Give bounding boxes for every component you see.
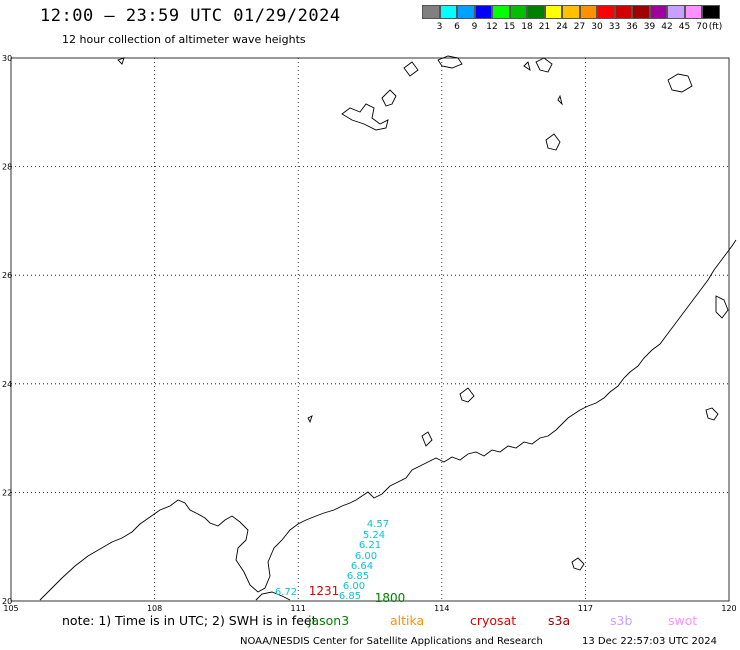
legend-label: 70 xyxy=(696,22,708,32)
lat-label: 20 xyxy=(2,597,12,606)
track-value: 6.72 xyxy=(275,587,297,598)
legend-swatch xyxy=(597,5,615,19)
legend-swatch xyxy=(474,5,492,19)
altimeter-track: 4.575.246.216.006.646.856.006.856.72 1231… xyxy=(275,519,405,605)
track-value: 6.21 xyxy=(359,540,381,551)
legend-label: 12 xyxy=(486,22,498,32)
footer-credit: NOAA/NESDIS Center for Satellite Applica… xyxy=(240,636,543,647)
legend-swatch xyxy=(544,5,562,19)
legend-swatch xyxy=(422,5,440,19)
track-value: 6.00 xyxy=(355,551,377,562)
legend-label: 3 xyxy=(436,22,443,32)
track-value: 6.64 xyxy=(351,561,373,572)
legend-swatch xyxy=(457,5,475,19)
map-frame xyxy=(10,57,730,602)
lat-label: 22 xyxy=(2,488,12,497)
lat-label: 30 xyxy=(2,54,12,63)
map-title: 12:00 – 23:59 UTC 01/29/2024 xyxy=(40,6,341,26)
legend-swatch xyxy=(492,5,510,19)
track-value: 6.00 xyxy=(343,581,365,592)
track-value: 5.24 xyxy=(363,530,385,541)
latitude-labels: 30 28 26 24 22 20 xyxy=(2,54,12,606)
satellite-jason3: jason3 xyxy=(308,613,350,628)
coastline xyxy=(39,55,737,601)
legend-swatch xyxy=(527,5,545,19)
satellite-s3a: s3a xyxy=(548,613,571,628)
legend-swatch xyxy=(649,5,667,19)
satellite-swot: swot xyxy=(668,613,698,628)
legend-swatch xyxy=(439,5,457,19)
footer-timestamp: 13 Dec 22:57:03 UTC 2024 xyxy=(582,636,717,647)
legend-label: 39 xyxy=(643,22,656,32)
track-value: 6.85 xyxy=(339,591,361,602)
legend-label: 9 xyxy=(471,22,478,32)
lat-label: 26 xyxy=(2,271,12,280)
lon-label: 108 xyxy=(147,604,162,613)
legend-swatch xyxy=(702,5,720,19)
track-time-label: 1800 xyxy=(375,591,406,605)
legend-labels: 3 6 9 12 15 18 21 24 27 30 33 36 39 42 45 70 (ft) xyxy=(422,22,723,34)
legend-label: 24 xyxy=(556,22,568,32)
lat-label: 24 xyxy=(2,380,12,389)
track-value: 4.57 xyxy=(367,519,389,530)
lon-label: 111 xyxy=(291,604,306,613)
legend-swatch xyxy=(562,5,580,19)
color-legend: 3 6 9 12 15 18 21 24 27 30 33 36 39 42 45 70 (ft) xyxy=(422,5,723,34)
legend-label: 30 xyxy=(591,22,603,32)
lon-label: 105 xyxy=(3,604,18,613)
legend-label: 15 xyxy=(503,22,516,32)
track-value: 6.85 xyxy=(347,571,369,582)
lon-label: 120 xyxy=(721,604,736,613)
track-time-label: 1231 xyxy=(309,584,340,598)
legend-label: 36 xyxy=(626,22,638,32)
legend-label: 45 xyxy=(678,22,691,32)
satellite-altika: altika xyxy=(390,613,425,628)
map-grid xyxy=(11,58,729,601)
legend-swatch xyxy=(614,5,632,19)
legend-label: 18 xyxy=(521,22,533,32)
lat-label: 28 xyxy=(2,163,12,172)
legend-swatch xyxy=(684,5,702,19)
legend-swatches xyxy=(422,5,720,19)
legend-label: 27 xyxy=(573,22,586,32)
legend-swatch xyxy=(509,5,527,19)
note-text: note: 1) Time is in UTC; 2) SWH is in fe… xyxy=(62,613,317,628)
legend-swatch xyxy=(632,5,650,19)
satellite-s3b: s3b xyxy=(610,613,633,628)
lon-label: 114 xyxy=(434,604,449,613)
legend-label: 42 xyxy=(661,22,673,32)
satellite-cryosat: cryosat xyxy=(470,613,517,628)
map-subtitle: 12 hour collection of altimeter wave hei… xyxy=(62,33,306,46)
legend-label: 6 xyxy=(454,22,460,32)
legend-label: 33 xyxy=(608,22,621,32)
legend-swatch xyxy=(579,5,597,19)
legend-label: (ft) xyxy=(708,22,723,32)
legend-label: 21 xyxy=(538,22,551,32)
longitude-labels: 105 108 111 114 117 120 xyxy=(3,604,736,613)
lon-label: 117 xyxy=(578,604,593,613)
legend-swatch xyxy=(667,5,685,19)
